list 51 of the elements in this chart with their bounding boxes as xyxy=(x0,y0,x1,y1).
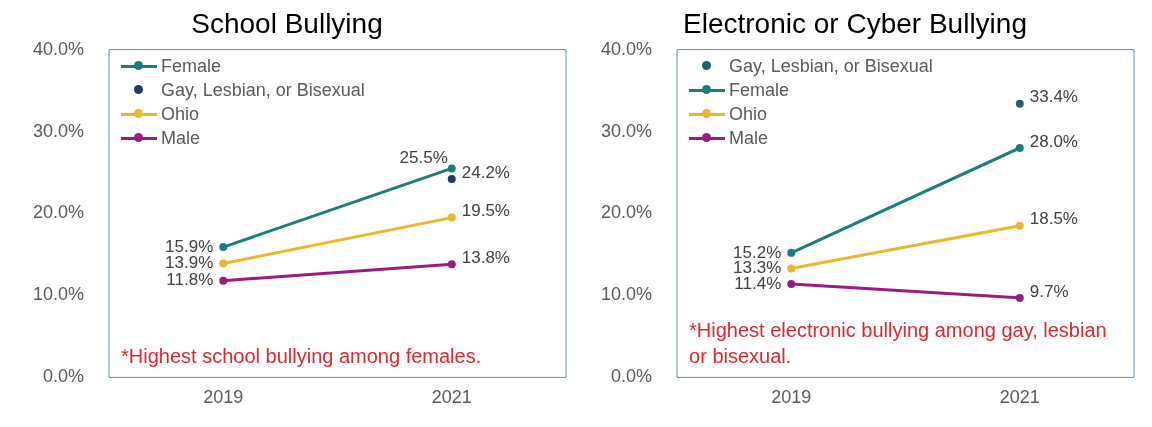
data-label: 18.5% xyxy=(1029,209,1078,229)
point xyxy=(447,260,456,269)
point xyxy=(787,264,796,273)
point xyxy=(787,279,796,288)
point xyxy=(1015,99,1024,108)
point xyxy=(787,248,796,257)
point xyxy=(1015,293,1024,302)
data-label: 25.5% xyxy=(399,148,448,168)
annotation: *Highest school bullying among females. xyxy=(121,345,482,368)
y-tick-label: 30.0% xyxy=(32,120,85,141)
data-label: 33.4% xyxy=(1029,87,1078,107)
point xyxy=(447,164,456,173)
point xyxy=(1015,143,1024,152)
legend-label: Male xyxy=(161,126,201,150)
point xyxy=(447,213,456,222)
chart-title: Electronic or Cyber Bullying xyxy=(683,7,1027,39)
y-tick-label: 10.0% xyxy=(600,284,653,305)
data-label: 13.9% xyxy=(165,253,214,273)
data-label: 28.0% xyxy=(1029,131,1078,151)
point xyxy=(219,243,228,252)
point xyxy=(447,175,456,184)
legend-label: Gay, Lesbian, or Bisexual xyxy=(161,78,365,102)
y-tick-label: 40.0% xyxy=(600,38,653,59)
legend-label: Female xyxy=(161,54,222,78)
legend-label: Ohio xyxy=(729,102,768,126)
legend-label: Female xyxy=(729,78,790,102)
data-label: 15.9% xyxy=(165,236,214,256)
legend-label: Male xyxy=(729,126,769,150)
data-label: 13.8% xyxy=(461,248,510,267)
point xyxy=(1015,221,1024,230)
point xyxy=(219,259,228,268)
y-tick-label: 10.0% xyxy=(32,284,85,305)
y-tick-label: 20.0% xyxy=(600,202,653,223)
y-tick-label: 0.0% xyxy=(611,366,653,387)
legend-label: Ohio xyxy=(161,102,200,126)
point xyxy=(219,276,228,285)
x-tick-label: 2019 xyxy=(771,387,812,408)
x-tick-label: 2021 xyxy=(431,387,472,408)
data-label: 11.8% xyxy=(166,270,214,290)
y-tick-label: 40.0% xyxy=(32,38,85,59)
y-tick-label: 20.0% xyxy=(32,202,85,223)
data-label: 24.2% xyxy=(461,162,510,182)
y-tick-label: 0.0% xyxy=(43,366,85,387)
x-tick-label: 2019 xyxy=(203,387,244,408)
y-tick-label: 30.0% xyxy=(600,120,653,141)
annotation: *Highest electronic bullying among gay, lesbian or bisexual. xyxy=(689,319,1107,368)
x-tick-label: 2021 xyxy=(999,387,1040,408)
chart-title: School Bullying xyxy=(191,7,383,39)
data-label: 19.5% xyxy=(461,201,510,221)
legend-label: Gay, Lesbian, or Bisexual xyxy=(729,54,933,78)
data-label: 9.7% xyxy=(1029,281,1069,301)
